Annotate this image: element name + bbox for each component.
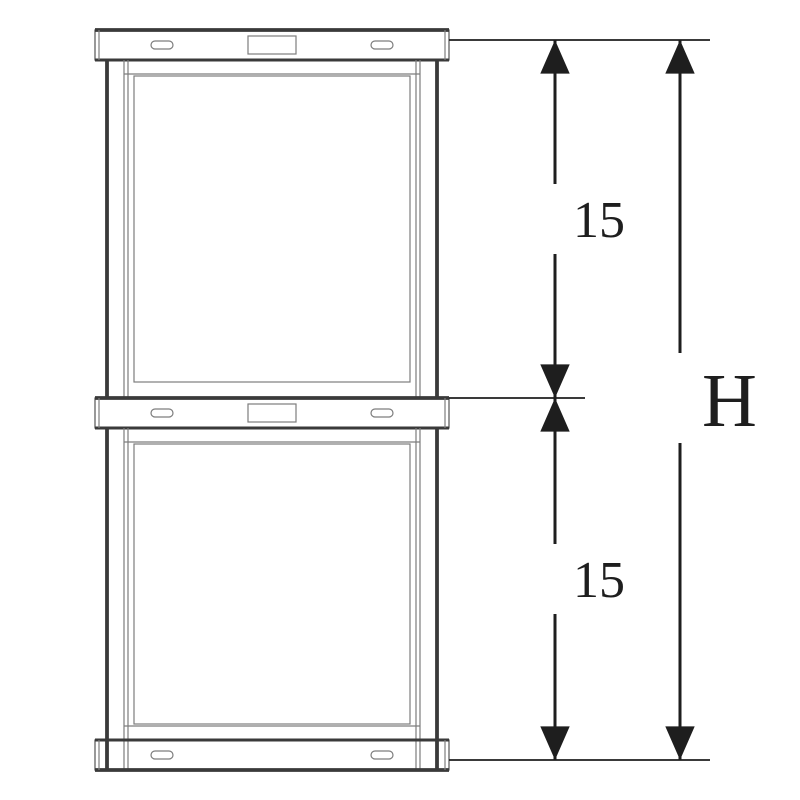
- dim-label-total: H: [702, 359, 757, 443]
- object-outline: [95, 30, 449, 770]
- dimension-lines: 15 15 H: [449, 40, 757, 760]
- dim-label-top: 15: [573, 192, 625, 249]
- dim-label-bottom: 15: [573, 552, 625, 609]
- technical-drawing: 15 15 H: [0, 0, 800, 800]
